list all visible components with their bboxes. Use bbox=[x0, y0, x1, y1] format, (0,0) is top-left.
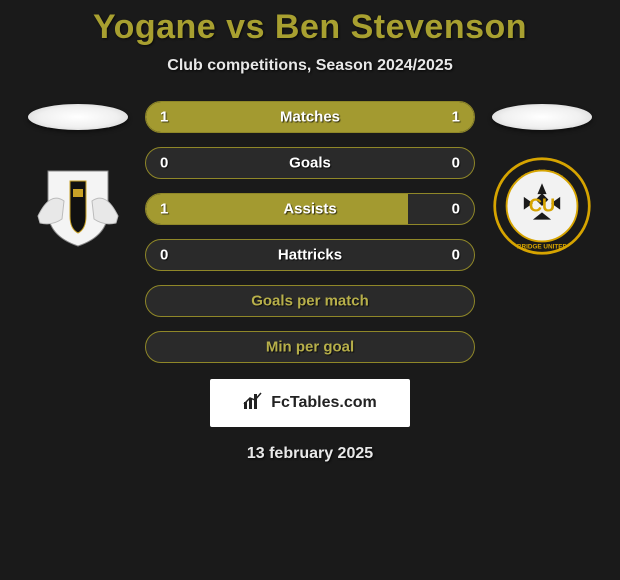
left-player-oval bbox=[28, 104, 128, 130]
stat-label: Assists bbox=[283, 201, 336, 218]
left-team-crest bbox=[28, 156, 128, 256]
stat-value-left: 1 bbox=[160, 109, 168, 126]
stat-value-right: 0 bbox=[452, 201, 460, 218]
stats-column: 1 1 Matches 0 0 Goals 1 0 Assists 0 0 Hattricks Goal… bbox=[145, 101, 475, 363]
stat-row: 0 0 Goals bbox=[145, 147, 475, 179]
logo-text: FcTables.com bbox=[271, 394, 377, 412]
stat-label: Goals bbox=[289, 155, 331, 172]
stat-value-left: 1 bbox=[160, 201, 168, 218]
right-column: CU · · · · · · · · · · BRIDGE UNITED bbox=[487, 101, 597, 256]
stat-row: Goals per match bbox=[145, 285, 475, 317]
shield-icon bbox=[28, 161, 128, 251]
badge-abbrev: CU bbox=[529, 195, 555, 215]
stat-value-right: 0 bbox=[452, 247, 460, 264]
stat-fill-left bbox=[146, 194, 408, 224]
stat-label: Matches bbox=[280, 109, 340, 126]
stat-row: 1 1 Matches bbox=[145, 101, 475, 133]
stat-row: 1 0 Assists bbox=[145, 193, 475, 225]
page-title: Yogane vs Ben Stevenson bbox=[0, 8, 620, 47]
stat-value-left: 0 bbox=[160, 155, 168, 172]
stat-row: Min per goal bbox=[145, 331, 475, 363]
left-column bbox=[23, 101, 133, 256]
badge-text: BRIDGE UNITED bbox=[517, 244, 568, 251]
right-player-oval bbox=[492, 104, 592, 130]
stat-label: Min per goal bbox=[266, 339, 354, 356]
club-badge-icon: CU · · · · · · · · · · BRIDGE UNITED bbox=[492, 151, 592, 261]
right-team-crest: CU · · · · · · · · · · BRIDGE UNITED bbox=[492, 156, 592, 256]
stat-value-right: 1 bbox=[452, 109, 460, 126]
stat-row: 0 0 Hattricks bbox=[145, 239, 475, 271]
subtitle: Club competitions, Season 2024/2025 bbox=[0, 57, 620, 75]
date-line: 13 february 2025 bbox=[0, 445, 620, 463]
stat-label: Goals per match bbox=[251, 293, 369, 310]
chart-icon bbox=[243, 392, 265, 415]
comparison-card: Yogane vs Ben Stevenson Club competition… bbox=[0, 0, 620, 463]
content-row: 1 1 Matches 0 0 Goals 1 0 Assists 0 0 Hattricks Goal… bbox=[0, 101, 620, 363]
stat-value-left: 0 bbox=[160, 247, 168, 264]
stat-value-right: 0 bbox=[452, 155, 460, 172]
fctables-logo[interactable]: FcTables.com bbox=[210, 379, 410, 427]
stat-label: Hattricks bbox=[278, 247, 342, 264]
